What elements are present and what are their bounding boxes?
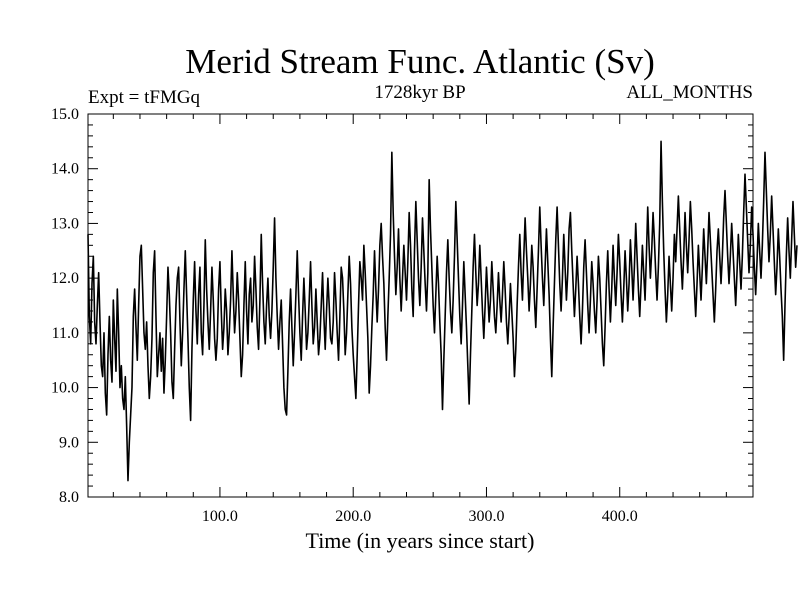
y-tick-label: 14.0: [51, 161, 79, 178]
x-axis-label: Time (in years since start): [306, 528, 535, 553]
y-tick-label: 13.0: [51, 215, 79, 232]
y-tick-label: 8.0: [59, 489, 79, 506]
x-tick-label: 200.0: [335, 508, 371, 525]
x-tick-label: 100.0: [202, 508, 238, 525]
series-line: [87, 140, 798, 482]
y-tick-label: 10.0: [51, 380, 79, 397]
y-tick-label: 15.0: [51, 106, 79, 123]
months-label: ALL_MONTHS: [626, 82, 753, 103]
x-axis: 100.0 200.0 300.0 400.0: [112, 114, 727, 525]
chart-subtitle: 1728kyr BP: [374, 82, 465, 103]
series-layer: [87, 140, 798, 482]
plot-frame: [87, 113, 754, 498]
chart-title: Merid Stream Func. Atlantic (Sv): [185, 42, 655, 81]
x-tick-label: 300.0: [468, 508, 504, 525]
y-tick-label: 12.0: [51, 270, 79, 287]
y-tick-label: 9.0: [59, 434, 79, 451]
x-tick-label: 400.0: [602, 508, 638, 525]
y-tick-label: 11.0: [52, 325, 79, 342]
experiment-label: Expt = tFMGq: [88, 87, 201, 108]
